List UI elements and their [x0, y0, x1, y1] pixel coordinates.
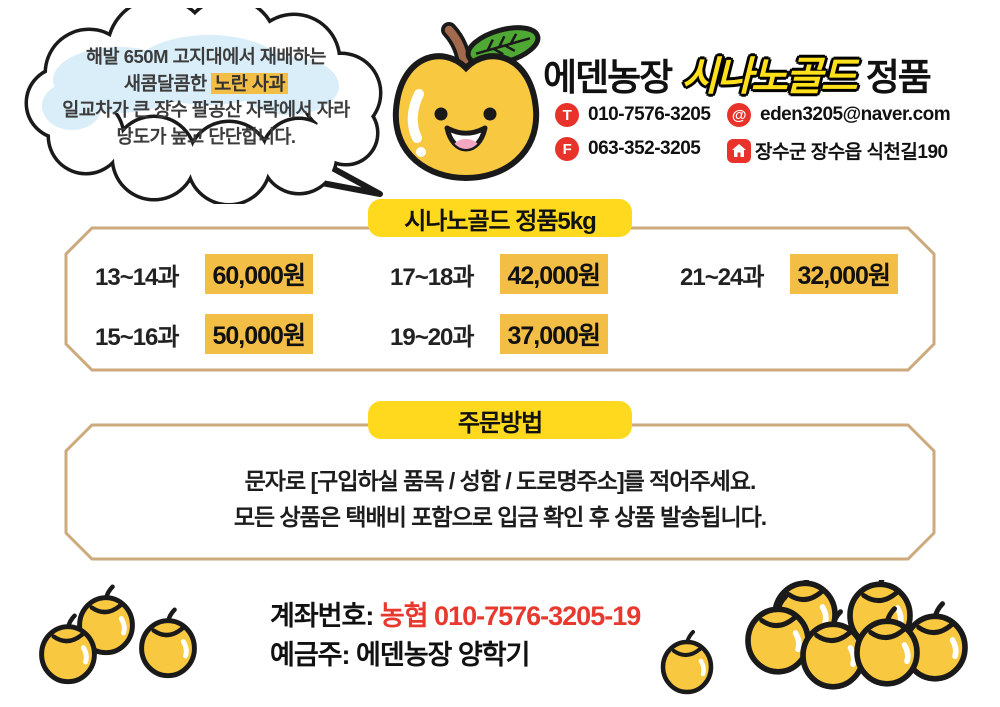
cloud-shape [24, 8, 383, 204]
apple-body [392, 53, 540, 182]
contact-phone: T 010-7576-3205 [555, 103, 711, 127]
bank-info: 계좌번호: 농협 010-7576-3205-19 예금주: 에덴농장 양학기 [270, 597, 641, 675]
bubble-line-2-pre: 새콤달콤한 [124, 72, 212, 94]
price-row: 13~14과 60,000원 [95, 252, 390, 296]
price-value: 32,000원 [789, 254, 898, 294]
yellow-apple-highlight: 노란 사과 [211, 72, 288, 94]
price-section-title: 시나노골드 정품5kg [368, 199, 632, 237]
price-value: 60,000원 [204, 254, 313, 294]
holder-label: 예금주: [270, 640, 351, 670]
title-suffix: 정품 [865, 57, 932, 98]
account-holder-line: 예금주: 에덴농장 양학기 [270, 636, 640, 675]
speech-bubble: 해발 650M 고지대에서 재배하는 새콤달콤한 노란 사과 일교차가 큰 장수… [14, 8, 398, 204]
home-icon [727, 138, 751, 163]
apple-eye-left [434, 107, 448, 121]
price-table: 13~14과 60,000원 17~18과 42,000원 21~24과 32,… [95, 252, 925, 356]
bubble-line-3: 일교차가 큰 장수 팔공산 자락에서 자라 [62, 99, 350, 120]
apple-highlight [407, 89, 424, 143]
price-value: 42,000원 [499, 254, 608, 294]
account-number-line: 계좌번호: 농협 010-7576-3205-19 [270, 597, 641, 636]
size-label: 19~20과 [390, 323, 474, 351]
apple-left-b [142, 610, 195, 676]
account-value: 농협 010-7576-3205-19 [379, 601, 641, 631]
order-line-2: 모든 상품은 택배비 포함으로 입금 확인 후 상품 발송됩니다. [233, 504, 767, 530]
address-text: 장수군 장수읍 식천길190 [755, 142, 948, 163]
phone-number: 010-7576-3205 [588, 104, 711, 125]
price-value: 37,000원 [499, 314, 608, 354]
email-address: eden3205@naver.com [760, 104, 951, 125]
account-label: 계좌번호: [270, 601, 374, 631]
contact-fax: F 063-352-3205 [555, 137, 701, 161]
order-line-1: 문자로 [구입하실 품목 / 성함 / 도로명주소]를 적어주세요. [244, 468, 757, 494]
farm-name: 에덴농장 [543, 57, 673, 98]
apple-small-center [663, 632, 711, 692]
price-row: 17~18과 42,000원 [390, 252, 680, 296]
apple-tongue [453, 139, 479, 149]
price-row: 21~24과 32,000원 [680, 252, 925, 296]
order-instructions: 문자로 [구입하실 품목 / 성함 / 도로명주소]를 적어주세요. 모든 상품… [64, 463, 936, 535]
price-row: 15~16과 50,000원 [95, 312, 390, 356]
order-section-title: 주문방법 [368, 401, 632, 439]
variety-name: 시나노골드 [681, 55, 857, 99]
price-row: 19~20과 37,000원 [390, 312, 680, 356]
bubble-line-1: 해발 650M 고지대에서 재배하는 [86, 46, 326, 67]
apple-eye-right [483, 107, 497, 121]
contact-address: 장수군 장수읍 식천길190 [727, 137, 948, 164]
apple-highlight-dot [416, 147, 426, 157]
email-icon: @ [727, 103, 751, 127]
price-value: 50,000원 [204, 314, 313, 354]
size-label: 15~16과 [95, 323, 179, 351]
fax-number: 063-352-3205 [588, 138, 701, 159]
bubble-text: 해발 650M 고지대에서 재배하는 새콤달콤한 노란 사과 일교차가 큰 장수… [22, 44, 390, 150]
size-label: 17~18과 [390, 263, 474, 291]
size-label: 13~14과 [95, 263, 179, 291]
phone-icon: T [555, 103, 579, 127]
contact-email: @ eden3205@naver.com [727, 103, 951, 127]
apple-mascot [392, 22, 541, 182]
bubble-line-4: 당도가 높고 단단합니다. [116, 125, 296, 147]
bubble-line-2: 새콤달콤한 노란 사과 [22, 71, 390, 98]
order-box-border [64, 423, 936, 561]
fax-icon: F [555, 137, 579, 161]
holder-value: 에덴농장 양학기 [356, 640, 530, 670]
page-title: 에덴농장 시나노골드 정품 [543, 44, 1000, 102]
size-label: 21~24과 [680, 263, 764, 291]
